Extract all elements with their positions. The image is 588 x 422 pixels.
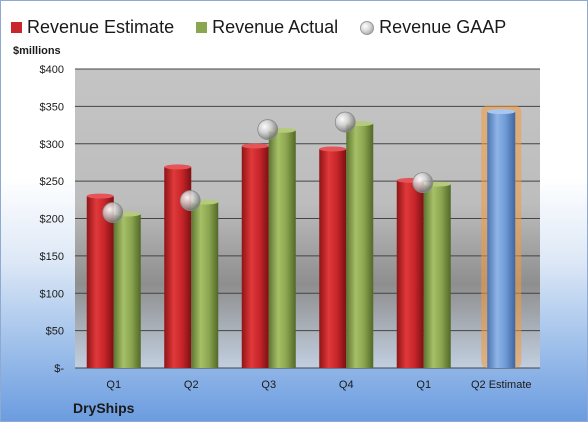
bar-top-revenue-estimate xyxy=(164,164,192,170)
bar-revenue-estimate xyxy=(319,148,347,368)
x-tick-label: Q2 xyxy=(184,379,199,391)
legend-label-actual: Revenue Actual xyxy=(212,17,339,37)
x-axis-ticks: Q1 Q2 Q3 Q4 Q1 Q2 Estimate xyxy=(106,379,531,391)
legend-label-gaap: Revenue GAAP xyxy=(379,17,507,37)
y-axis-unit-label: $millions xyxy=(13,45,61,57)
gaap-markers xyxy=(102,111,434,223)
y-tick-label: $150 xyxy=(40,251,64,263)
legend-label-estimate: Revenue Estimate xyxy=(27,17,175,37)
legend: Revenue Estimate Revenue Actual Revenue … xyxy=(11,17,506,38)
bar-top-revenue-estimate xyxy=(319,146,347,152)
legend-swatch-estimate xyxy=(11,22,22,33)
bar-revenue-actual xyxy=(346,123,374,368)
x-tick-label: Q3 xyxy=(261,379,276,391)
y-tick-label: $250 xyxy=(40,176,64,188)
company-name: DryShips xyxy=(73,400,135,416)
bar-revenue-actual xyxy=(191,202,219,368)
marker-revenue-gaap xyxy=(257,119,279,140)
legend-item-revenue-actual: Revenue Actual xyxy=(196,17,338,38)
y-tick-label: $350 xyxy=(40,101,64,113)
marker-revenue-gaap xyxy=(334,111,356,133)
bar-revenue-projection xyxy=(487,111,516,369)
marker-revenue-gaap xyxy=(412,172,434,194)
bar-revenue-actual xyxy=(113,214,141,368)
x-tick-label: Q1 xyxy=(416,379,431,391)
x-tick-label: Q1 xyxy=(106,379,121,391)
bar-top-revenue-projection xyxy=(487,109,516,115)
y-tick-label: $100 xyxy=(40,288,64,300)
bar-revenue-actual xyxy=(268,130,296,368)
y-tick-label: $200 xyxy=(40,214,64,226)
y-axis-ticks: $- $50 $100 $150 $200 $250 $300 $350 $400 xyxy=(40,64,65,375)
legend-item-revenue-gaap: Revenue GAAP xyxy=(360,17,506,38)
y-tick-label: $50 xyxy=(46,326,64,338)
x-tick-label: Q2 Estimate xyxy=(471,379,532,391)
bars xyxy=(86,105,522,369)
bar-revenue-estimate xyxy=(86,196,114,368)
legend-swatch-gaap xyxy=(360,20,375,35)
bar-top-revenue-estimate xyxy=(241,143,269,149)
bar-revenue-actual xyxy=(423,184,451,368)
y-tick-label: $- xyxy=(54,363,64,375)
legend-item-revenue-estimate: Revenue Estimate xyxy=(11,17,174,38)
y-tick-label: $300 xyxy=(40,139,64,151)
bar-revenue-estimate xyxy=(241,145,269,368)
grid-lines xyxy=(75,68,540,369)
bar-revenue-estimate xyxy=(396,180,424,368)
legend-swatch-actual xyxy=(196,22,208,33)
bar-top-revenue-estimate xyxy=(86,193,114,199)
marker-revenue-gaap xyxy=(102,202,124,223)
x-tick-label: Q4 xyxy=(339,379,354,391)
y-tick-label: $400 xyxy=(40,64,64,76)
marker-revenue-gaap xyxy=(179,190,201,211)
